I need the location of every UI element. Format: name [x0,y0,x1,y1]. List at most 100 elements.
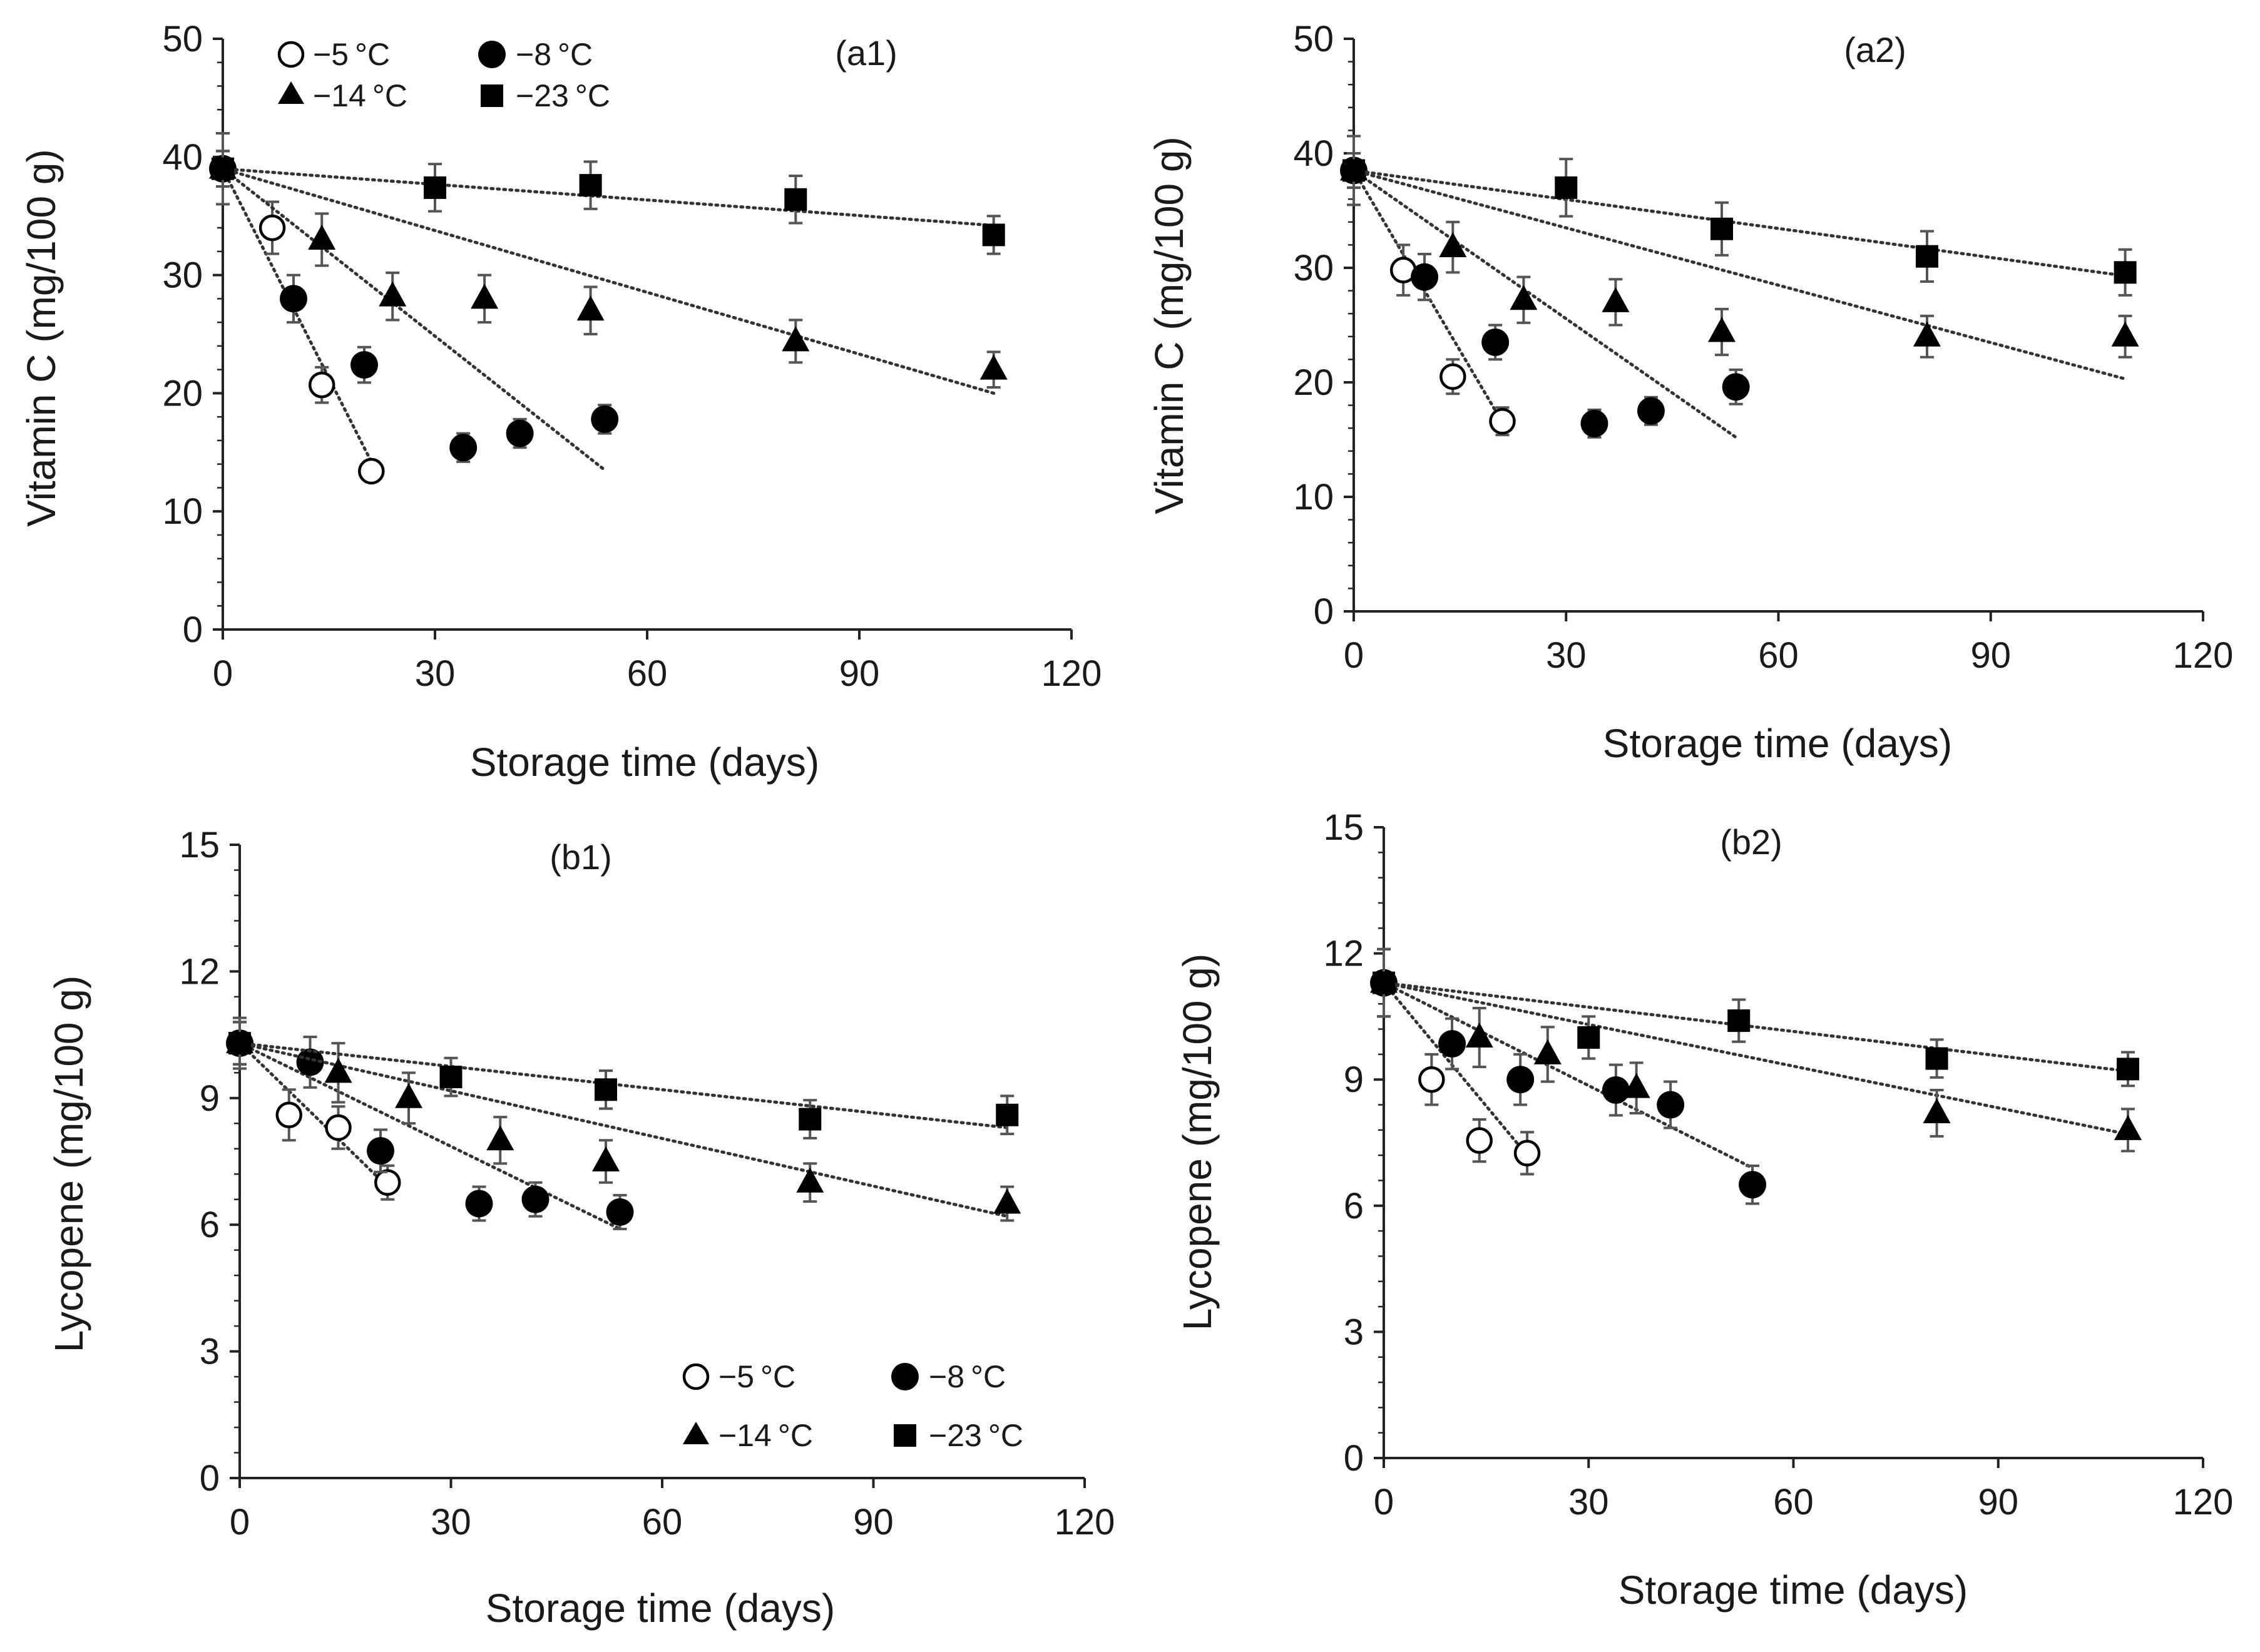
data-point [1657,1091,1685,1119]
legend-marker-open-circle [277,41,305,68]
y-tick-label: 12 [1323,934,1364,974]
data-point [799,1108,822,1131]
x-tick-label: 0 [213,653,233,694]
chart-panel-a1: 0 10 20 30 40 50 0 30 60 90 120 Storage time (days)… [19,19,1102,785]
data-point [1510,285,1538,310]
data-point [1533,1039,1562,1064]
data-point [2114,1114,2142,1140]
legend-label-minus23: −23 °C [929,1418,1023,1453]
data-point [982,223,1005,247]
x-tick-label: 60 [627,653,668,694]
trend-line [1382,981,2130,1136]
data-point [782,326,810,352]
data-point [1418,1066,1445,1093]
x-axis-title: Storage time (days) [470,740,819,785]
x-tick-label: 120 [2173,635,2234,676]
data-point [1580,409,1608,437]
panel-label: (a2) [1844,30,1906,69]
x-tick-label: 30 [415,653,456,694]
data-point [2117,1058,2140,1081]
y-tick-label: 3 [1344,1312,1364,1352]
y-tick-label: 10 [162,491,203,532]
chart-panel-b2: 0 3 6 9 12 15 0 30 60 90 120 Storage time (days) Lyc… [1175,807,2233,1613]
legend-label-minus5: −5 °C [718,1359,795,1394]
x-tick-label: 90 [853,1502,894,1542]
data-point [275,1101,302,1129]
data-point [258,214,286,242]
data-point [424,176,446,199]
legend-label-minus14: −14 °C [313,78,407,113]
legend-label-minus14: −14 °C [718,1418,813,1453]
data-point [280,285,307,313]
data-point [228,1032,251,1055]
data-point [471,283,499,309]
data-point [1513,1140,1541,1167]
legend-label-minus8: −8 °C [516,37,593,72]
data-point [1466,1127,1493,1154]
y-tick-label: 20 [162,373,203,414]
data-point [1915,245,1938,268]
data-point [1373,971,1395,994]
series-1 [209,150,619,472]
data-point [465,1190,493,1218]
data-point [595,1078,617,1101]
data-point [1722,373,1750,401]
data-point [296,1048,324,1076]
y-tick-label: 50 [1293,19,1334,59]
panel-label: (a1) [835,33,897,73]
data-point [395,1083,422,1108]
trend-line [238,1041,389,1188]
trend-line [1382,981,1754,1170]
trend-line [221,167,373,464]
legend-marker-filled-square [894,1424,916,1447]
series-2 [1340,152,2139,381]
data-point [576,295,605,321]
legend-marker-filled-triangle [278,81,304,104]
data-point [979,354,1008,380]
trend-line [221,167,606,472]
data-point [579,174,602,197]
y-tick-label: 0 [200,1458,220,1499]
legend-label-minus5: −5 °C [313,37,390,72]
y-tick-label: 30 [1293,248,1334,288]
data-point [592,1146,620,1171]
y-tick-label: 9 [1344,1059,1364,1100]
y-axis-title: Vitamin C (mg/100 g) [19,149,64,527]
series-0 [1340,152,1516,437]
legend-label-minus23: −23 °C [516,78,610,113]
x-tick-label: 30 [1546,635,1587,676]
data-point [374,1169,401,1196]
data-point [1411,263,1439,291]
legend-b1: −5 °C −8 °C −14 °C −23 °C [682,1359,1023,1453]
y-tick-label: 50 [162,19,203,59]
data-point [1506,1066,1535,1094]
data-point [1555,176,1578,199]
x-axis-title: Storage time (days) [486,1586,835,1631]
data-point [1708,317,1736,342]
y-tick-label: 3 [200,1332,220,1372]
x-tick-label: 60 [642,1502,683,1542]
legend-marker-open-circle [682,1363,710,1390]
x-tick-label: 120 [1055,1502,1115,1542]
y-tick-label: 0 [183,609,203,650]
series-3 [228,1016,1019,1140]
data-point [784,188,807,211]
y-tick-label: 15 [1323,807,1364,848]
y-tick-label: 30 [162,255,203,296]
data-point [606,1198,634,1226]
data-point [506,419,534,447]
y-axis-title: Lycopene (mg/100 g) [46,976,91,1352]
data-point [308,224,336,250]
series-3 [212,132,1005,255]
series-2 [226,1021,1021,1222]
trend-line [238,1041,1009,1129]
y-tick-label: 0 [1314,591,1334,632]
data-point [1739,1171,1767,1199]
y-tick-label: 6 [1344,1186,1364,1226]
trend-line [1352,168,1504,424]
series-3 [1342,135,2137,297]
legend-label-minus8: −8 °C [929,1359,1006,1394]
data-point [993,1188,1021,1214]
legend-marker-filled-triangle [683,1422,709,1444]
